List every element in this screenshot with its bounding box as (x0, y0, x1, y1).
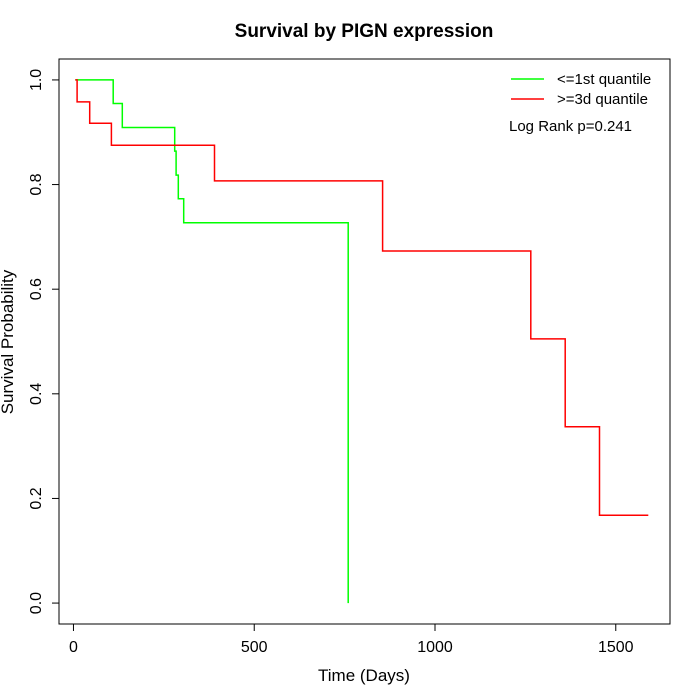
x-tick-label: 500 (241, 639, 268, 656)
series-line-0 (75, 79, 349, 604)
x-tick-label: 0 (69, 639, 78, 656)
x-axis-title: Time (Days) (318, 666, 410, 685)
legend-label: <=1st quantile (557, 71, 651, 88)
y-tick-label: 0.6 (28, 278, 45, 300)
y-tick-label: 1.0 (28, 69, 45, 91)
y-axis: 0.0 0.2 0.4 0.6 0.8 1.0 (28, 69, 60, 614)
chart-title: Survival by PIGN expression (235, 21, 494, 42)
series-line-1 (75, 79, 649, 516)
log-rank-annotation: Log Rank p=0.241 (509, 118, 632, 135)
x-tick-label: 1500 (598, 639, 634, 656)
legend-label: >=3d quantile (557, 91, 648, 108)
y-tick-label: 0.2 (28, 487, 45, 509)
plot-frame (58, 58, 671, 625)
legend: <=1st quantile >=3d quantile (511, 71, 651, 108)
y-tick-label: 0.0 (28, 592, 45, 614)
x-axis: 0 500 1000 1500 (69, 623, 634, 656)
series-layer (75, 79, 649, 604)
y-axis-title: Survival Probability (0, 269, 17, 414)
y-tick-label: 0.8 (28, 173, 45, 195)
y-tick-label: 0.4 (28, 383, 45, 405)
x-tick-label: 1000 (417, 639, 453, 656)
